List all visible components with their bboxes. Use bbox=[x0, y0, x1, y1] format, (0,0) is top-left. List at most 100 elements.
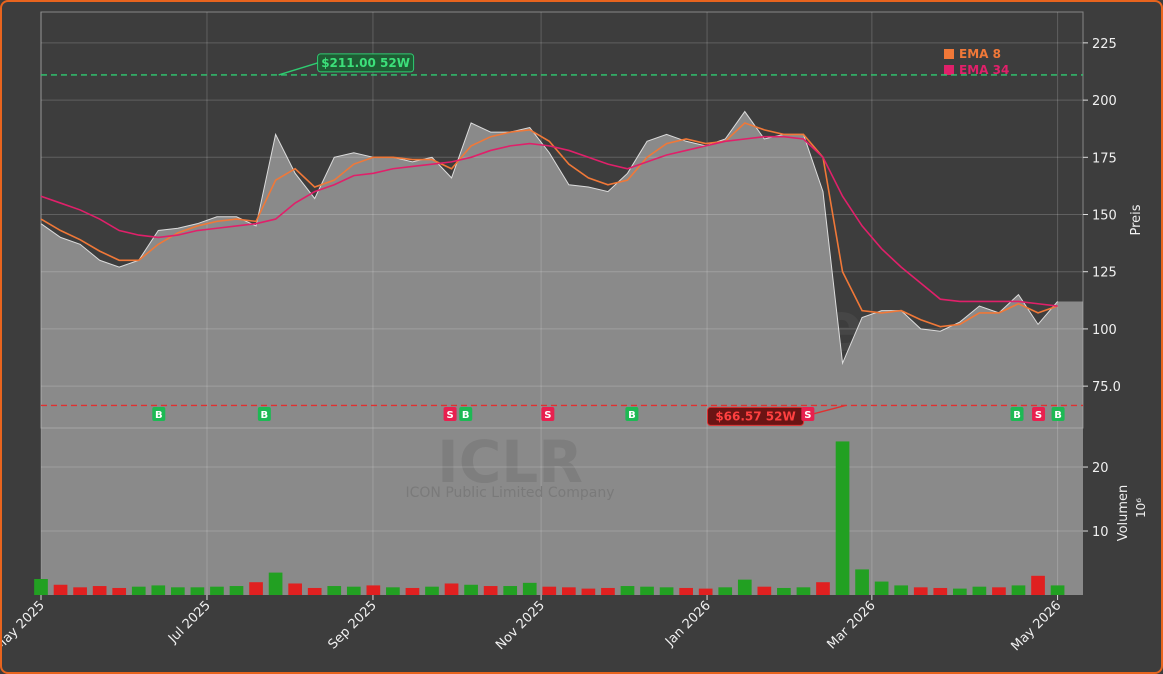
volume-bar bbox=[464, 584, 478, 595]
volume-bar bbox=[972, 586, 987, 595]
y-tick-label: 225 bbox=[1092, 37, 1117, 52]
volume-bar bbox=[34, 579, 48, 595]
signal-badge bbox=[541, 407, 555, 421]
volume-bar bbox=[307, 587, 322, 595]
signal-label: B bbox=[462, 410, 470, 421]
legend-label: EMA 34 bbox=[959, 63, 1009, 77]
y-tick-label: 175 bbox=[1092, 151, 1117, 166]
y-tick-label: 10 bbox=[1092, 525, 1109, 540]
volume-bar bbox=[444, 583, 459, 595]
volume-bar bbox=[405, 587, 420, 595]
volume-bar bbox=[288, 583, 302, 595]
volume-bar bbox=[425, 586, 439, 595]
volume-bar bbox=[386, 587, 400, 595]
volume-bar bbox=[913, 587, 928, 595]
volume-bar bbox=[249, 582, 263, 595]
volume-bar bbox=[992, 587, 1006, 595]
ema-line bbox=[40, 135, 1058, 307]
legend-swatch bbox=[944, 49, 954, 59]
volume-bar bbox=[1031, 575, 1045, 595]
volume-bar bbox=[327, 586, 342, 595]
signal-badge bbox=[801, 407, 815, 421]
volume-bar bbox=[73, 587, 87, 595]
signal-badge bbox=[1032, 407, 1046, 421]
y-tick-label: 100 bbox=[1092, 323, 1117, 338]
signal-label: B bbox=[261, 410, 269, 421]
volume-bar bbox=[855, 569, 869, 595]
y-tick-label: 125 bbox=[1092, 266, 1117, 281]
volume-bar bbox=[503, 586, 518, 595]
y-tick-label: 200 bbox=[1092, 94, 1117, 109]
volume-bar bbox=[698, 588, 713, 595]
signal-badge bbox=[625, 407, 639, 421]
volume-bar bbox=[190, 587, 205, 595]
volume-bar bbox=[366, 585, 381, 595]
signal-label: B bbox=[155, 410, 163, 421]
signal-label: B bbox=[1013, 410, 1021, 421]
volume-bar bbox=[151, 585, 166, 595]
volume-bar bbox=[131, 586, 146, 595]
x-tick-label: Jan 2026 bbox=[662, 598, 714, 650]
chart-title: ICLR bbox=[437, 428, 583, 496]
x-tick-label: Nov 2025 bbox=[493, 598, 548, 653]
volume-bar bbox=[874, 581, 889, 595]
x-tick-label: Jul 2025 bbox=[165, 598, 214, 647]
volume-bar bbox=[757, 586, 772, 595]
signal-badge bbox=[1010, 407, 1024, 421]
volume-bar bbox=[346, 586, 361, 595]
volume-bar bbox=[92, 586, 107, 595]
volume-bar bbox=[816, 582, 830, 595]
x-tick-label: May 2025 bbox=[2, 598, 48, 654]
volume-bar bbox=[933, 587, 948, 595]
volume-bar bbox=[620, 586, 635, 595]
volume-bar bbox=[796, 587, 811, 595]
y-axis-label: Preis bbox=[1129, 204, 1144, 235]
volume-bar bbox=[112, 587, 127, 595]
volume-panel bbox=[41, 428, 1083, 595]
y-axis-unit: 10⁶ bbox=[1134, 498, 1148, 518]
volume-bar bbox=[210, 586, 224, 595]
volume-bar bbox=[737, 579, 752, 595]
annotation-label: $211.00 52W bbox=[321, 56, 410, 70]
volume-bar bbox=[659, 587, 674, 595]
signal-label: S bbox=[804, 410, 811, 421]
signal-badge bbox=[152, 407, 166, 421]
volume-bar bbox=[835, 441, 850, 595]
y-tick-label: 150 bbox=[1092, 209, 1117, 224]
volume-bar bbox=[581, 588, 596, 595]
signal-label: B bbox=[628, 410, 636, 421]
volume-bar bbox=[483, 586, 498, 595]
volume-bar bbox=[718, 587, 733, 595]
signal-label: S bbox=[544, 410, 551, 421]
y-tick-label: 20 bbox=[1092, 461, 1109, 476]
annotation-arrow bbox=[278, 62, 318, 76]
volume-bar bbox=[952, 588, 967, 595]
volume-bar bbox=[640, 586, 654, 595]
volume-bar bbox=[777, 587, 791, 595]
volume-bar bbox=[171, 587, 185, 595]
signal-label: B bbox=[1054, 410, 1062, 421]
volume-bar bbox=[268, 572, 283, 595]
signal-label: S bbox=[1035, 410, 1042, 421]
signal-badge bbox=[459, 407, 473, 421]
x-tick-label: May 2026 bbox=[1008, 598, 1064, 654]
signal-badge bbox=[443, 407, 457, 421]
volume-bar bbox=[679, 587, 693, 595]
legend-swatch bbox=[944, 65, 954, 75]
volume-bar bbox=[1050, 585, 1065, 595]
y-axis-label: Volumen bbox=[1116, 485, 1131, 542]
volume-bar bbox=[542, 586, 557, 595]
volume-bar bbox=[601, 587, 615, 595]
volume-bar bbox=[53, 584, 68, 595]
volume-bar bbox=[894, 585, 909, 595]
x-tick-label: Mar 2026 bbox=[824, 598, 878, 652]
volume-bar bbox=[1011, 585, 1026, 595]
chart-subtitle: ICON Public Limited Company bbox=[406, 485, 615, 501]
signal-label: S bbox=[446, 410, 453, 421]
signal-badge bbox=[1051, 407, 1065, 421]
x-tick-label: Sep 2025 bbox=[326, 598, 380, 652]
ema-line bbox=[40, 122, 1058, 328]
volume-bar bbox=[562, 587, 576, 595]
